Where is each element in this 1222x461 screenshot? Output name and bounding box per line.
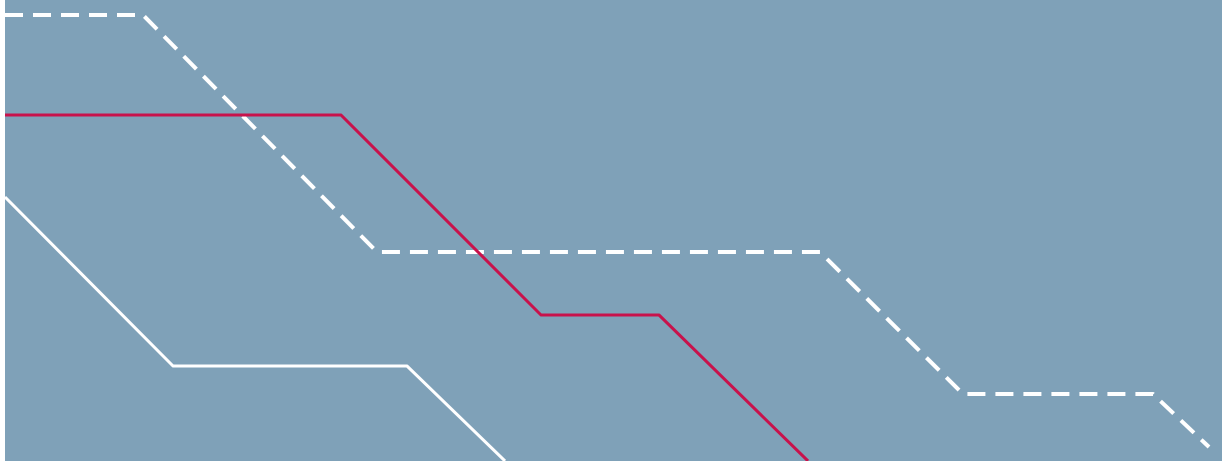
background-rect <box>5 0 1222 461</box>
stepped-lines-graphic <box>5 0 1222 461</box>
dashed-white-line <box>5 13 1211 449</box>
blue-background-panel <box>5 0 1222 461</box>
solid-red-line <box>5 113 810 461</box>
solid-white-line <box>5 195 507 461</box>
